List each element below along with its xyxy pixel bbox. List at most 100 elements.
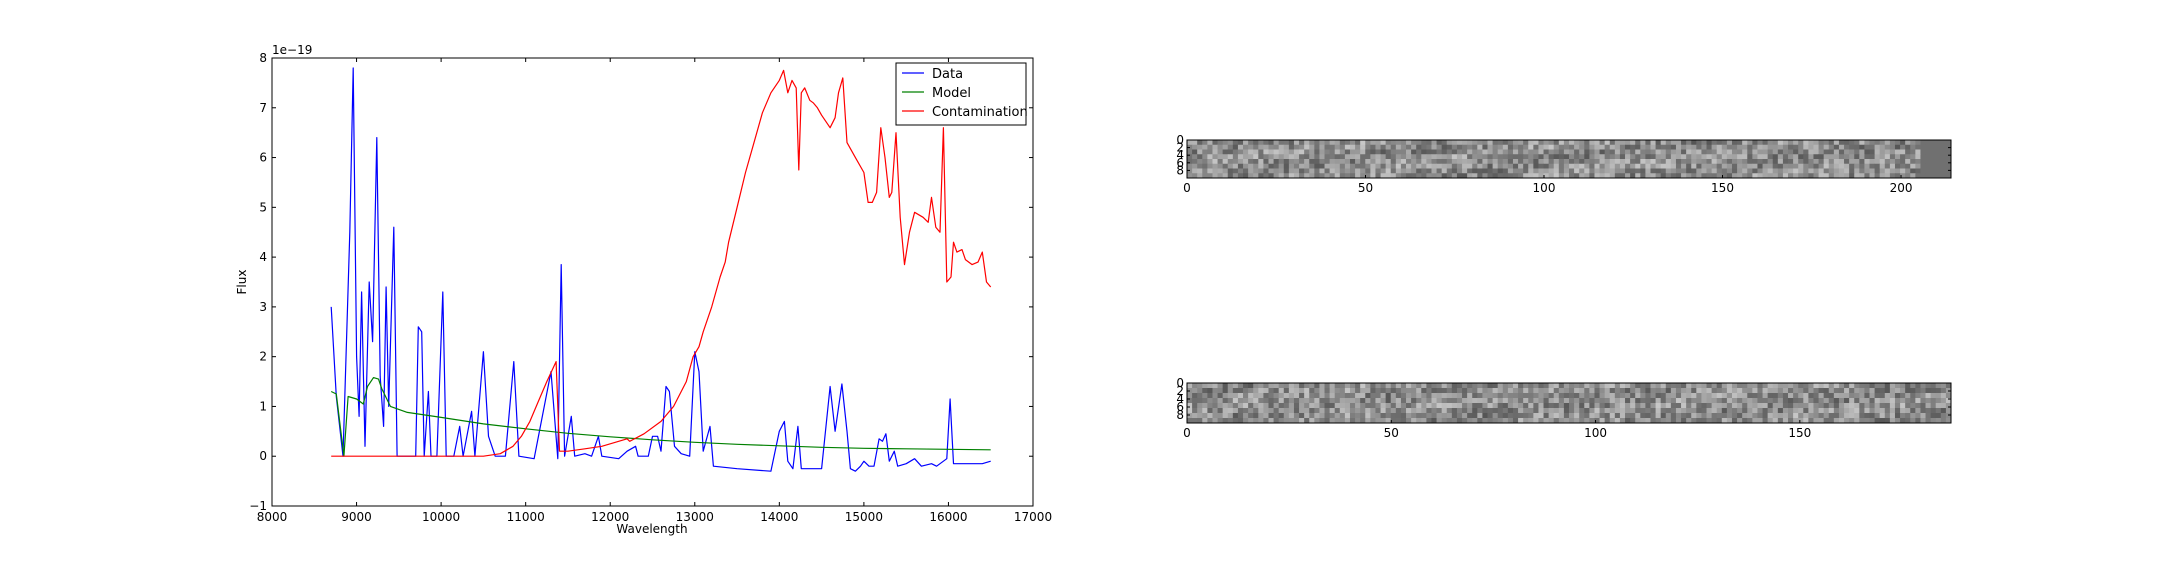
image-pixel bbox=[1227, 144, 1234, 150]
image-pixel bbox=[1711, 144, 1718, 150]
image-pixel bbox=[1339, 163, 1346, 169]
image-pixel bbox=[1467, 408, 1473, 414]
image-pixel bbox=[1711, 140, 1718, 146]
image-pixel bbox=[1818, 383, 1825, 389]
image-pixel bbox=[1375, 418, 1381, 424]
image-pixel bbox=[1253, 413, 1259, 419]
image-pixel bbox=[1905, 140, 1911, 146]
image-pixel bbox=[1737, 393, 1743, 399]
image-pixel bbox=[1793, 154, 1799, 160]
image-pixel bbox=[1793, 408, 1799, 414]
image-pixel bbox=[1905, 173, 1911, 179]
image-pixel bbox=[1375, 383, 1381, 389]
image-pixel bbox=[1711, 413, 1718, 419]
image-pixel bbox=[1349, 398, 1356, 404]
image-pixel bbox=[1538, 173, 1544, 179]
image-pixel bbox=[1706, 398, 1713, 404]
image-pixel bbox=[1426, 154, 1432, 160]
image-pixel bbox=[1385, 168, 1392, 174]
image-pixel bbox=[1268, 154, 1274, 160]
image-pixel bbox=[1920, 159, 1926, 165]
image-pixel bbox=[1854, 398, 1860, 404]
image-pixel bbox=[1278, 154, 1285, 160]
image-pixel bbox=[1630, 140, 1636, 146]
image-pixel bbox=[1344, 403, 1351, 409]
image-pixel bbox=[1273, 408, 1280, 414]
image-pixel bbox=[1788, 144, 1794, 150]
image-pixel bbox=[1339, 403, 1346, 409]
image-pixel bbox=[1854, 140, 1860, 146]
image-pixel bbox=[1416, 418, 1422, 424]
image-pixel bbox=[1681, 159, 1687, 165]
image-pixel bbox=[1681, 140, 1687, 146]
image-pixel bbox=[1849, 398, 1855, 404]
image-pixel bbox=[1635, 418, 1641, 424]
image-pixel bbox=[1681, 388, 1687, 394]
image-pixel bbox=[1915, 144, 1921, 150]
image-pixel bbox=[1849, 413, 1855, 419]
image-pixel bbox=[1543, 168, 1550, 174]
image-pixel bbox=[1518, 173, 1524, 179]
image-x-tick-label: 150 bbox=[1711, 181, 1734, 195]
image-pixel bbox=[1237, 403, 1244, 409]
image-pixel bbox=[1655, 159, 1662, 165]
image-pixel bbox=[1548, 408, 1555, 414]
image-pixel bbox=[1187, 383, 1193, 389]
image-pixel bbox=[1426, 159, 1432, 165]
image-pixel bbox=[1390, 383, 1397, 389]
image-pixel bbox=[1864, 140, 1870, 146]
image-pixel bbox=[1777, 418, 1784, 424]
image-pixel bbox=[1462, 413, 1468, 419]
image-pixel bbox=[1395, 418, 1402, 424]
image-pixel bbox=[1604, 403, 1611, 409]
image-pixel bbox=[1237, 413, 1244, 419]
image-pixel bbox=[1416, 408, 1422, 414]
image-pixel bbox=[1900, 154, 1906, 160]
image-pixel bbox=[1472, 140, 1478, 146]
image-pixel bbox=[1569, 163, 1575, 169]
image-pixel bbox=[1518, 383, 1524, 389]
image-pixel bbox=[1314, 408, 1320, 414]
image-pixel bbox=[1640, 144, 1646, 150]
image-pixel bbox=[1910, 144, 1916, 150]
image-pixel bbox=[1813, 418, 1819, 424]
y-tick-label: 0 bbox=[259, 449, 267, 463]
image-pixel bbox=[1436, 388, 1443, 394]
image-pixel bbox=[1660, 403, 1667, 409]
image-pixel bbox=[1838, 144, 1845, 150]
image-pixel bbox=[1675, 163, 1682, 169]
image-pixel bbox=[1232, 159, 1239, 165]
image-pixel bbox=[1492, 149, 1499, 155]
image-pixel bbox=[1889, 163, 1896, 169]
image-pixel bbox=[1344, 149, 1351, 155]
image-pixel bbox=[1523, 140, 1529, 146]
image-pixel bbox=[1665, 383, 1672, 389]
image-pixel bbox=[1385, 144, 1392, 150]
image-pixel bbox=[1874, 154, 1881, 160]
image-pixel bbox=[1925, 418, 1932, 424]
image-pixel bbox=[1370, 163, 1376, 169]
image-pixel bbox=[1900, 168, 1906, 174]
image-pixel bbox=[1574, 173, 1580, 179]
image-pixel bbox=[1197, 418, 1203, 424]
image-pixel bbox=[1808, 144, 1814, 150]
image-pixel bbox=[1920, 413, 1926, 419]
image-pixel bbox=[1431, 383, 1437, 389]
image-pixel bbox=[1940, 418, 1947, 424]
image-pixel bbox=[1360, 393, 1366, 399]
image-pixel bbox=[1558, 418, 1565, 424]
image-pixel bbox=[1248, 149, 1254, 155]
image-pixel bbox=[1421, 388, 1427, 394]
image-pixel bbox=[1543, 144, 1550, 150]
image-pixel bbox=[1502, 163, 1509, 169]
image-pixel bbox=[1553, 168, 1560, 174]
image-pixel bbox=[1400, 418, 1407, 424]
image-pixel bbox=[1319, 413, 1325, 419]
image-pixel bbox=[1935, 149, 1942, 155]
image-pixel bbox=[1406, 393, 1412, 399]
image-pixel bbox=[1737, 413, 1743, 419]
image-pixel bbox=[1237, 144, 1244, 150]
image-pixel bbox=[1446, 173, 1453, 179]
image-pixel bbox=[1192, 388, 1198, 394]
